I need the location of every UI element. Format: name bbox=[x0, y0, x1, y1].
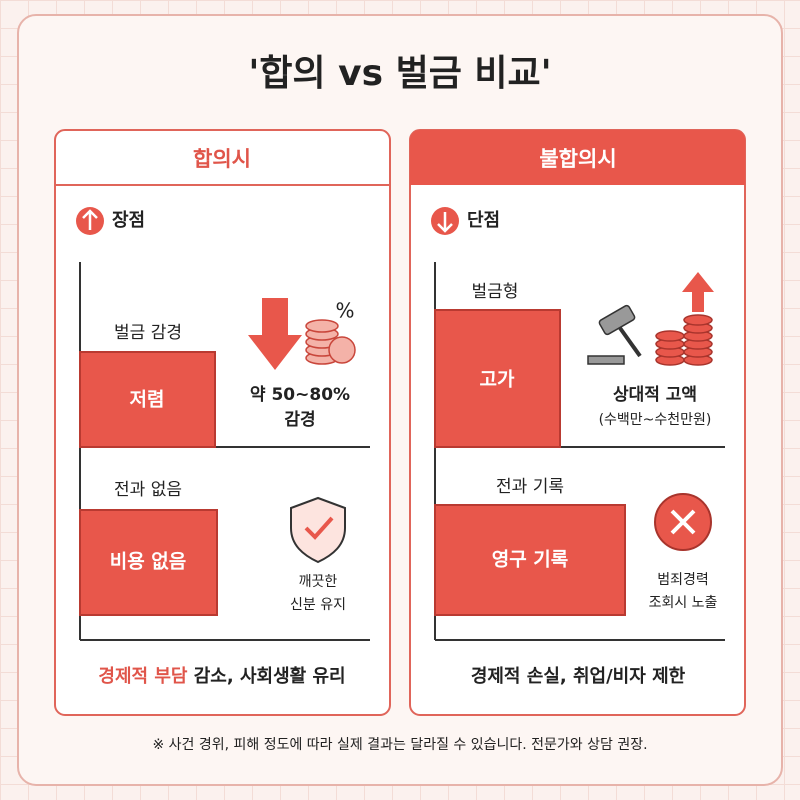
note: (수백만~수천만원) bbox=[599, 412, 712, 428]
note: 감경 bbox=[284, 410, 315, 430]
box-text: 저렴 bbox=[130, 389, 165, 411]
badge: 단점 bbox=[467, 210, 500, 231]
note: 조회시 노출 bbox=[649, 595, 718, 611]
title: '합의 vs 벌금 비교' bbox=[248, 53, 551, 94]
footer: ※ 사건 경위, 피해 정도에 따라 실제 결과는 달라질 수 있습니다. 전문… bbox=[152, 737, 647, 753]
icon-percent: % bbox=[335, 299, 354, 323]
note: 깨끗한 bbox=[299, 574, 338, 590]
summary: 경제적 손실, 취업/비자 제한 bbox=[471, 666, 686, 687]
item-label: 벌금형 bbox=[472, 282, 519, 302]
note: 범죄경력 bbox=[657, 572, 709, 588]
summary: 경제적 부담 감소, 사회생활 유리 bbox=[98, 666, 345, 687]
item-label: 전과 기록 bbox=[496, 477, 564, 497]
item-label: 벌금 감경 bbox=[114, 323, 182, 343]
right-panel: 불합의시 단점 벌금형 고가 상대적 고액 (수백만~수천만원) 전과 기록 영… bbox=[409, 129, 746, 716]
note: 상대적 고액 bbox=[613, 385, 697, 405]
item-label: 전과 없음 bbox=[114, 480, 182, 500]
summary-highlight: 경제적 부담 bbox=[98, 666, 188, 687]
panel-header: 불합의시 bbox=[539, 147, 616, 171]
summary-rest: 감소, 사회생활 유리 bbox=[187, 666, 345, 687]
badge: 장점 bbox=[112, 210, 145, 231]
note: 약 50~80% bbox=[250, 384, 350, 405]
left-panel: 합의시 장점 벌금 감경 저렴 % 약 50~80% 감경 전과 없음 비용 없… bbox=[54, 129, 391, 716]
box-text: 비용 없음 bbox=[110, 551, 187, 573]
note: 신분 유지 bbox=[290, 597, 346, 613]
box-text: 고가 bbox=[480, 369, 515, 391]
box-text: 영구 기록 bbox=[492, 549, 569, 571]
panel-header: 합의시 bbox=[193, 147, 251, 171]
